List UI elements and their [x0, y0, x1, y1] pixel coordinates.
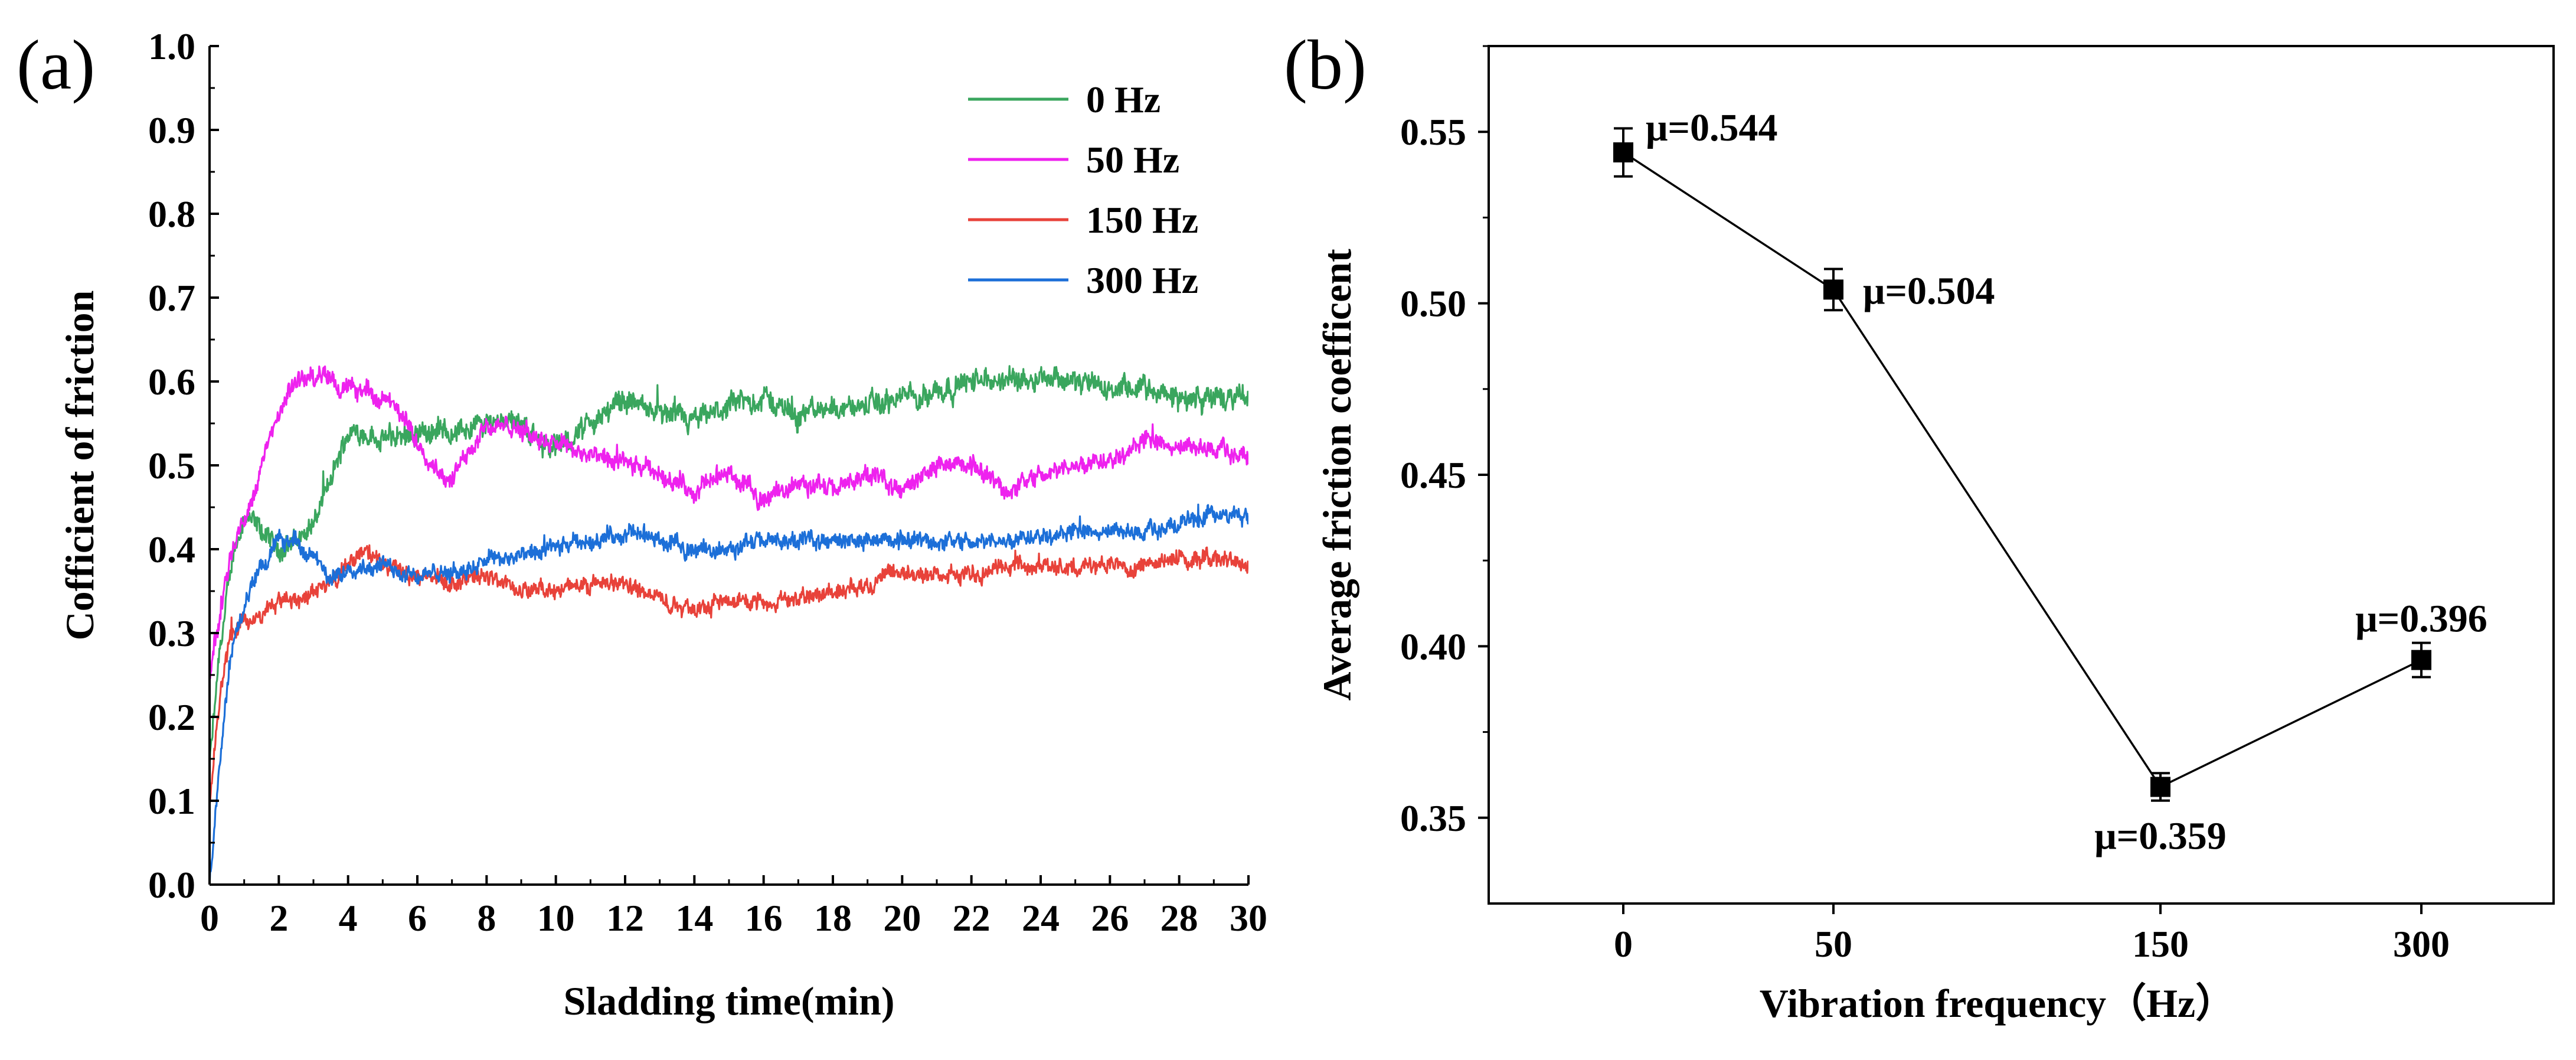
panel-a-x-tick-label: 8: [477, 897, 496, 939]
panel-b-x-tick-label: 50: [1815, 923, 1852, 965]
data-label: μ=0.396: [2355, 598, 2487, 641]
data-point-marker: [1613, 142, 1633, 163]
panel-a-y-tick-label: 0.1: [148, 780, 195, 822]
data-point-marker: [2150, 777, 2170, 797]
panel-b-series-line: [1623, 151, 2422, 788]
panel-a-x-axis-title: Sladding time(min): [563, 979, 894, 1023]
data-label: μ=0.359: [2094, 815, 2227, 858]
panel-a-label: (a): [17, 25, 95, 104]
panel-a-x-tick-label: 24: [1022, 897, 1060, 939]
data-point-marker: [2411, 650, 2431, 670]
series-group: [210, 365, 1248, 885]
panel-a-x-tick-label: 16: [745, 897, 783, 939]
panel-a-x-tick-label: 14: [675, 897, 713, 939]
panel-b-y-tick-label: 0.50: [1400, 283, 1466, 325]
panel-a-legend: 0 Hz 50 Hz 150 Hz 300 Hz: [968, 79, 1198, 301]
panel-b-frame: [1488, 45, 2555, 905]
panel-b-x-tick-label: 150: [2132, 923, 2189, 965]
panel-a-y-tick-label: 0.3: [148, 612, 195, 654]
panel-a-y-tick-label: 0.2: [148, 696, 195, 738]
series-line-150hz: [210, 544, 1248, 804]
panel-b: (b) 0.35 0.40 0.45 0.50 0.55 0 50 150 300 μ=0.544 μ…: [1284, 25, 2555, 1026]
panel-a-x-tick-label: 6: [408, 897, 427, 939]
panel-b-y-tick-label: 0.55: [1400, 111, 1466, 153]
panel-a-x-tick-label: 0: [200, 897, 219, 939]
panel-b-x-tick-label: 300: [2393, 923, 2450, 965]
series-line-300hz: [210, 503, 1248, 885]
panel-a-y-tick-label: 1.0: [148, 25, 195, 67]
data-label: μ=0.504: [1863, 269, 1995, 312]
panel-a-x-tick-label: 12: [606, 897, 644, 939]
data-label: μ=0.544: [1646, 106, 1778, 149]
panel-b-y-tick-label: 0.35: [1400, 797, 1466, 839]
panel-a-y-tick-label: 0.9: [148, 109, 195, 151]
panel-b-label: (b): [1284, 25, 1367, 104]
panel-b-x-axis-title: Vibration frequency（Hz）: [1760, 981, 2236, 1026]
panel-b-x-tick-label: 0: [1614, 923, 1633, 965]
panel-b-y-tick-label: 0.45: [1400, 454, 1466, 496]
panel-a-x-tick-label: 26: [1091, 897, 1129, 939]
panel-a-x-tick-label: 10: [537, 897, 575, 939]
series-line-50hz: [210, 365, 1248, 680]
panel-a-x-tick-label: 30: [1230, 897, 1267, 939]
panel-a-y-tick-label: 0.4: [148, 529, 195, 570]
panel-a-y-tick-label: 0.0: [148, 864, 195, 906]
panel-a: (a)0.00.10.20.30.40.50.60.70.80.91.00 2 4 6…: [17, 25, 1267, 1023]
panel-a-x-tick-label: 20: [883, 897, 921, 939]
panel-b-y-axis-title: Average friction coefficent: [1315, 249, 1359, 701]
panel-b-y-tick-label: 0.40: [1400, 625, 1466, 667]
panel-a-x-tick-label: 4: [339, 897, 358, 939]
panel-a-x-tick-label: 2: [269, 897, 288, 939]
panel-a-x-tick-label: 18: [814, 897, 852, 939]
panel-a-x-tick-label: 28: [1160, 897, 1198, 939]
panel-a-y-tick-label: 0.7: [148, 277, 195, 319]
legend-label: 150 Hz: [1086, 199, 1198, 241]
series-line-0hz: [210, 365, 1248, 769]
panel-a-y-tick-label: 0.5: [148, 445, 195, 487]
legend-label: 50 Hz: [1086, 139, 1179, 181]
legend-label: 0 Hz: [1086, 79, 1160, 120]
panel-a-x-tick-label: 22: [953, 897, 990, 939]
data-point-marker: [1823, 279, 1843, 300]
panel-a-y-tick-label: 0.8: [148, 193, 195, 235]
panel-a-y-tick-label: 0.6: [148, 361, 195, 403]
legend-label: 300 Hz: [1086, 259, 1198, 301]
panel-a-y-axis-title: Cofficient of friction: [57, 291, 102, 641]
